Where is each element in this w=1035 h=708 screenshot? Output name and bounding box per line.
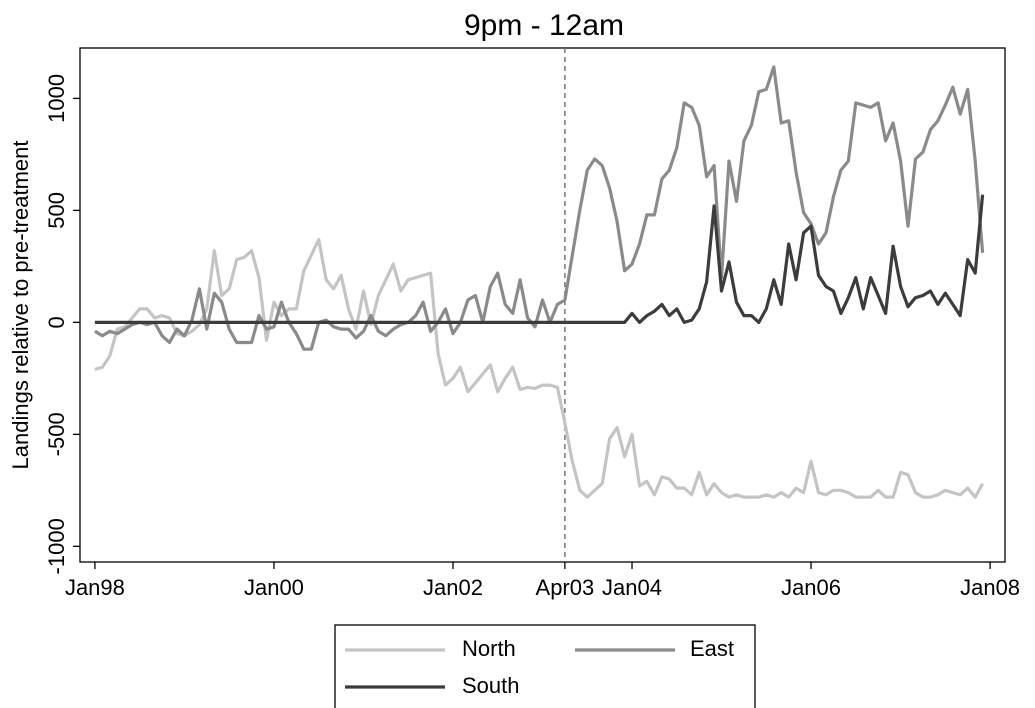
- legend-label: East: [690, 636, 734, 661]
- x-tick-label: Apr03: [536, 575, 595, 600]
- y-axis-label: Landings relative to pre-treatment: [8, 141, 33, 470]
- chart-title: 9pm - 12am: [464, 9, 624, 42]
- x-tick-label: Jan00: [244, 575, 304, 600]
- y-tick-label: -1000: [44, 518, 69, 574]
- series-line: [94, 237, 985, 499]
- y-tick-label: 1000: [44, 74, 69, 123]
- series-line: [94, 65, 985, 351]
- legend-label: North: [462, 636, 516, 661]
- y-tick-label: -500: [44, 412, 69, 456]
- legend-box: [334, 624, 756, 708]
- x-tick-label: Jan08: [960, 575, 1020, 600]
- y-tick-label: 500: [44, 192, 69, 229]
- x-tick-label: Jan06: [781, 575, 841, 600]
- legend-label: South: [462, 673, 520, 698]
- x-tick-label: Jan04: [602, 575, 662, 600]
- x-tick-label: Jan02: [423, 575, 483, 600]
- x-tick-label: Jan98: [65, 575, 125, 600]
- y-tick-label: 0: [44, 316, 69, 328]
- series-line: [94, 194, 985, 324]
- plot-frame: [79, 47, 1006, 563]
